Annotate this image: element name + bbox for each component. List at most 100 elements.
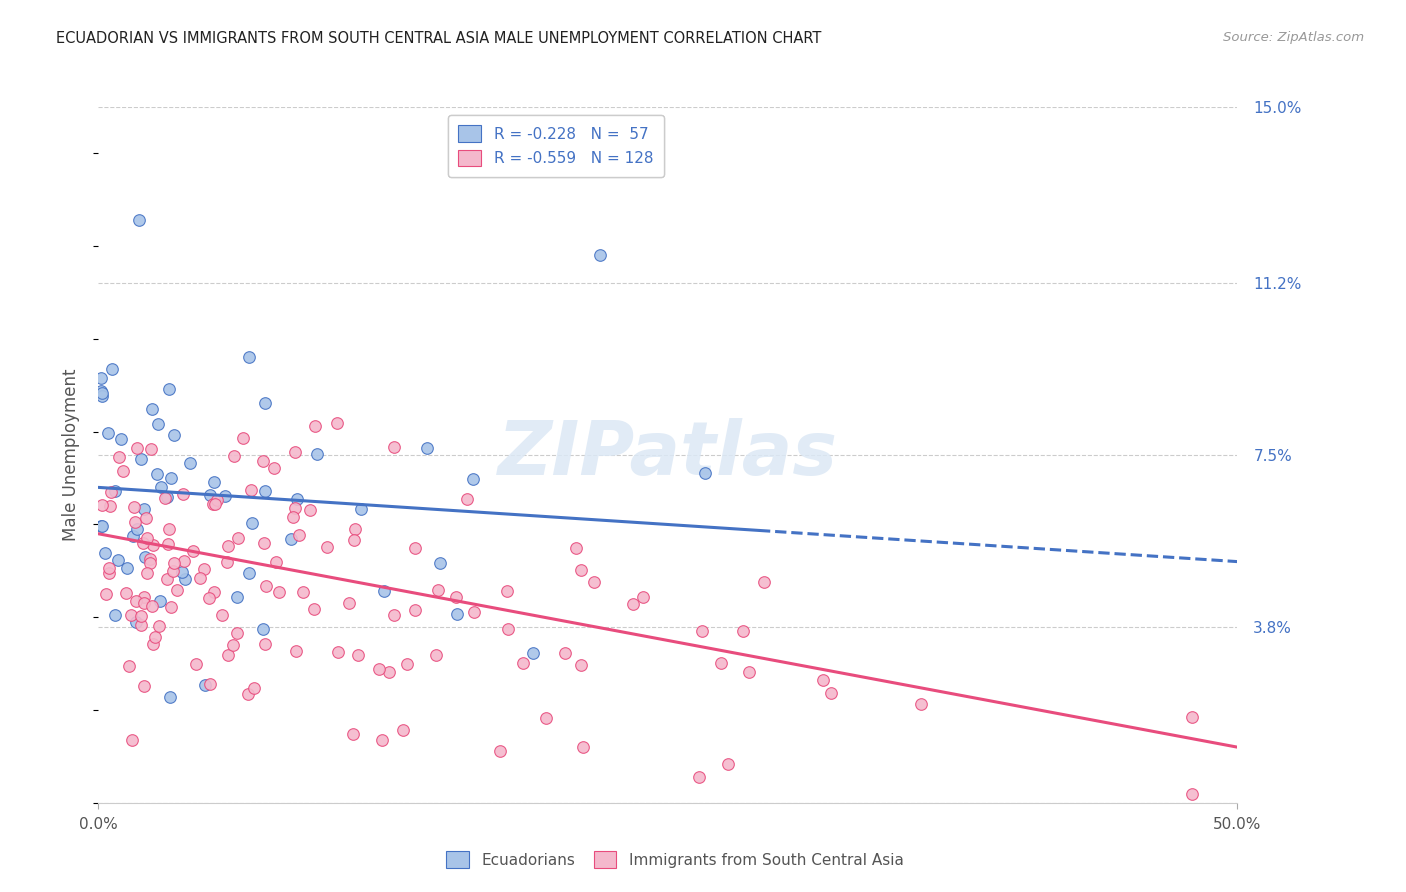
Point [252, 454, 274, 468]
Point [1181, 787, 1204, 801]
Point [489, 744, 512, 758]
Point [238, 566, 260, 580]
Point [571, 739, 593, 754]
Point [134, 679, 156, 693]
Point [429, 556, 451, 570]
Point [221, 638, 243, 652]
Point [101, 362, 124, 376]
Point [118, 659, 141, 673]
Point [404, 603, 426, 617]
Point [124, 515, 146, 529]
Point [1181, 710, 1204, 724]
Point [225, 625, 247, 640]
Point [134, 549, 156, 564]
Point [166, 582, 188, 597]
Point [284, 445, 307, 459]
Point [588, 248, 610, 262]
Point [145, 467, 167, 481]
Point [132, 501, 155, 516]
Point [534, 711, 557, 725]
Point [416, 442, 439, 456]
Point [188, 571, 211, 585]
Point [205, 492, 228, 507]
Point [160, 600, 183, 615]
Point [631, 591, 654, 605]
Point [382, 607, 405, 622]
Point [253, 536, 276, 550]
Point [224, 450, 246, 464]
Point [392, 723, 415, 737]
Text: ECUADORIAN VS IMMIGRANTS FROM SOUTH CENTRAL ASIA MALE UNEMPLOYMENT CORRELATION C: ECUADORIAN VS IMMIGRANTS FROM SOUTH CENT… [56, 31, 821, 46]
Point [343, 533, 366, 547]
Text: ZIPatlas: ZIPatlas [498, 418, 838, 491]
Point [291, 585, 314, 599]
Point [461, 472, 484, 486]
Point [193, 678, 215, 692]
Point [136, 566, 159, 581]
Point [146, 417, 169, 432]
Point [94, 587, 117, 601]
Point [91, 389, 114, 403]
Point [238, 350, 260, 364]
Point [97, 426, 120, 441]
Point [444, 591, 467, 605]
Point [127, 441, 149, 455]
Legend: R = -0.228   N =  57, R = -0.559   N = 128: R = -0.228 N = 57, R = -0.559 N = 128 [447, 115, 664, 177]
Point [172, 565, 194, 579]
Point [496, 584, 519, 599]
Point [98, 499, 121, 513]
Point [217, 539, 239, 553]
Point [172, 486, 194, 500]
Point [305, 447, 328, 461]
Point [226, 531, 249, 545]
Point [121, 732, 143, 747]
Point [129, 618, 152, 632]
Point [688, 770, 710, 784]
Point [127, 522, 149, 536]
Point [512, 657, 534, 671]
Point [142, 637, 165, 651]
Point [368, 662, 391, 676]
Point [427, 582, 450, 597]
Point [141, 599, 163, 613]
Point [91, 519, 114, 533]
Point [395, 657, 418, 671]
Point [304, 419, 326, 434]
Point [710, 656, 733, 670]
Point [98, 561, 121, 575]
Point [157, 523, 180, 537]
Point [141, 401, 163, 416]
Point [692, 624, 714, 638]
Point [122, 529, 145, 543]
Text: Source: ZipAtlas.com: Source: ZipAtlas.com [1223, 31, 1364, 45]
Point [252, 622, 274, 636]
Point [110, 432, 132, 446]
Point [136, 531, 159, 545]
Point [148, 618, 170, 632]
Point [325, 416, 347, 430]
Point [143, 630, 166, 644]
Point [343, 522, 366, 536]
Y-axis label: Male Unemployment: Male Unemployment [62, 368, 80, 541]
Point [342, 727, 364, 741]
Point [242, 681, 264, 695]
Point [225, 590, 247, 604]
Point [214, 489, 236, 503]
Point [264, 555, 287, 569]
Point [373, 583, 395, 598]
Point [90, 519, 112, 533]
Legend: Ecuadorians, Immigrants from South Central Asia: Ecuadorians, Immigrants from South Centr… [439, 844, 911, 875]
Point [569, 563, 592, 577]
Point [115, 585, 138, 599]
Point [90, 371, 112, 385]
Point [125, 615, 148, 629]
Point [582, 574, 605, 589]
Point [446, 607, 468, 621]
Point [253, 483, 276, 498]
Point [316, 540, 339, 554]
Point [120, 607, 142, 622]
Point [100, 484, 122, 499]
Point [337, 596, 360, 610]
Point [156, 490, 179, 504]
Point [159, 690, 181, 705]
